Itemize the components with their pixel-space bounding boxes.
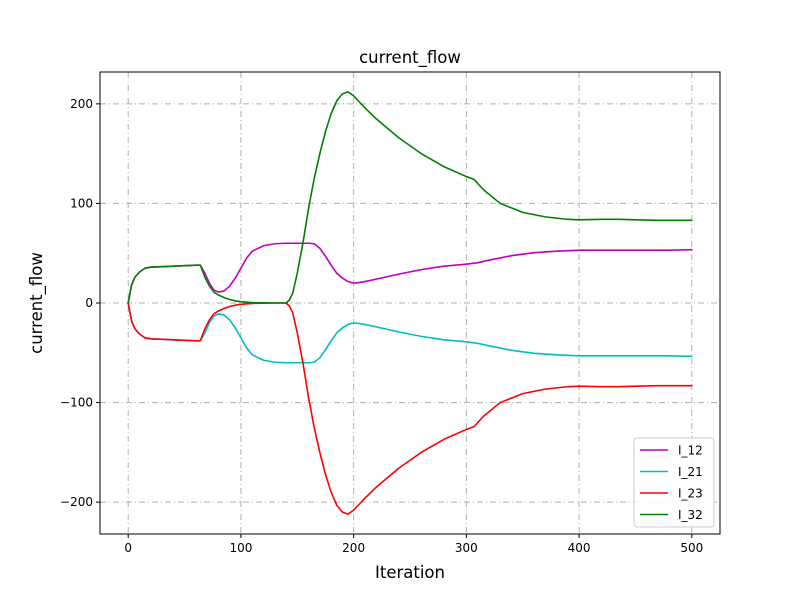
legend: I_12 I_21 I_23 I_32 [633, 437, 715, 528]
y-tick-label: −100 [60, 396, 93, 410]
chart-title: current_flow [359, 48, 461, 68]
y-tick-label: 0 [85, 296, 93, 310]
x-tick-label: 300 [455, 541, 478, 555]
y-tick-label: 200 [70, 97, 93, 111]
series-line-i-32 [127, 91, 693, 304]
x-tick-label: 200 [342, 541, 365, 555]
legend-label-i-12: I_12 [678, 444, 703, 458]
x-tick-label: 500 [680, 541, 703, 555]
x-tick-label: 100 [229, 541, 252, 555]
y-tick-label: −200 [60, 495, 93, 509]
x-tick-label: 400 [568, 541, 591, 555]
x-axis-title: Iteration [375, 563, 445, 582]
tick-layer: 0 100 200 300 400 500 −200 −100 0 100 200 [60, 97, 703, 555]
legend-box [633, 437, 715, 528]
y-axis-title: current_flow [27, 252, 47, 354]
x-tick-label: 0 [124, 541, 132, 555]
legend-label-i-21: I_21 [678, 465, 703, 479]
legend-label-i-23: I_23 [678, 487, 703, 501]
series-layer [127, 91, 693, 515]
series-line-i-23 [127, 302, 693, 515]
y-tick-label: 100 [70, 196, 93, 210]
legend-label-i-32: I_32 [678, 508, 703, 522]
